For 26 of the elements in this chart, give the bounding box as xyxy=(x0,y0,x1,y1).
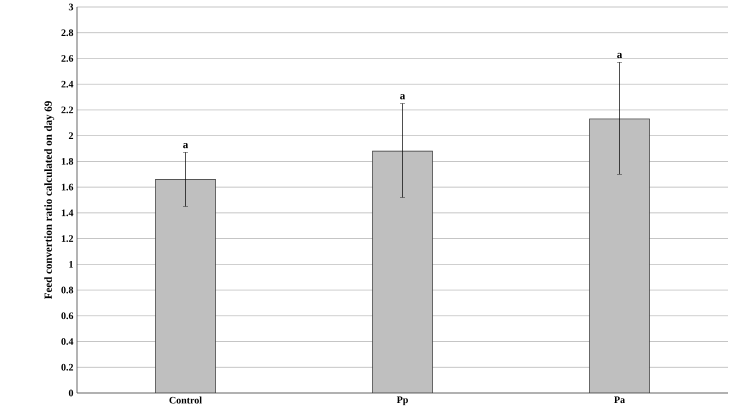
y-tick-label: 1.2 xyxy=(62,235,74,242)
y-tick-label: 0 xyxy=(68,390,74,396)
annotation: a xyxy=(400,94,406,100)
y-tick-label: 2.6 xyxy=(61,55,74,62)
y-tick-label: 0.4 xyxy=(61,338,74,345)
bar xyxy=(155,179,216,393)
y-tick-label: 2 xyxy=(68,132,74,139)
x-tick-label: Pa xyxy=(614,396,625,404)
y-tick-label: 2.2 xyxy=(61,106,74,114)
y-tick-label: 1.4 xyxy=(62,210,74,216)
y-tick-label: 0.6 xyxy=(61,312,74,320)
y-tick-label: 1.6 xyxy=(62,184,74,190)
annotation: a xyxy=(183,142,188,148)
y-tick-label: 2.4 xyxy=(61,80,74,88)
y-axis-title: Feed convertion ratio calculated on day 69 xyxy=(44,101,54,300)
y-tick-label: 3 xyxy=(68,4,74,10)
y-tick-label: 0.2 xyxy=(61,364,74,371)
y-tick-label: 0.8 xyxy=(61,286,74,294)
annotation: a xyxy=(617,52,622,58)
bar xyxy=(589,118,650,393)
x-tick-label: Pp xyxy=(396,396,408,406)
y-tick-label: 1 xyxy=(69,261,73,268)
bar xyxy=(372,150,433,393)
y-tick-label: 1.8 xyxy=(62,158,74,165)
x-tick-label: Control xyxy=(169,396,202,404)
y-tick-label: 2.8 xyxy=(61,29,74,36)
